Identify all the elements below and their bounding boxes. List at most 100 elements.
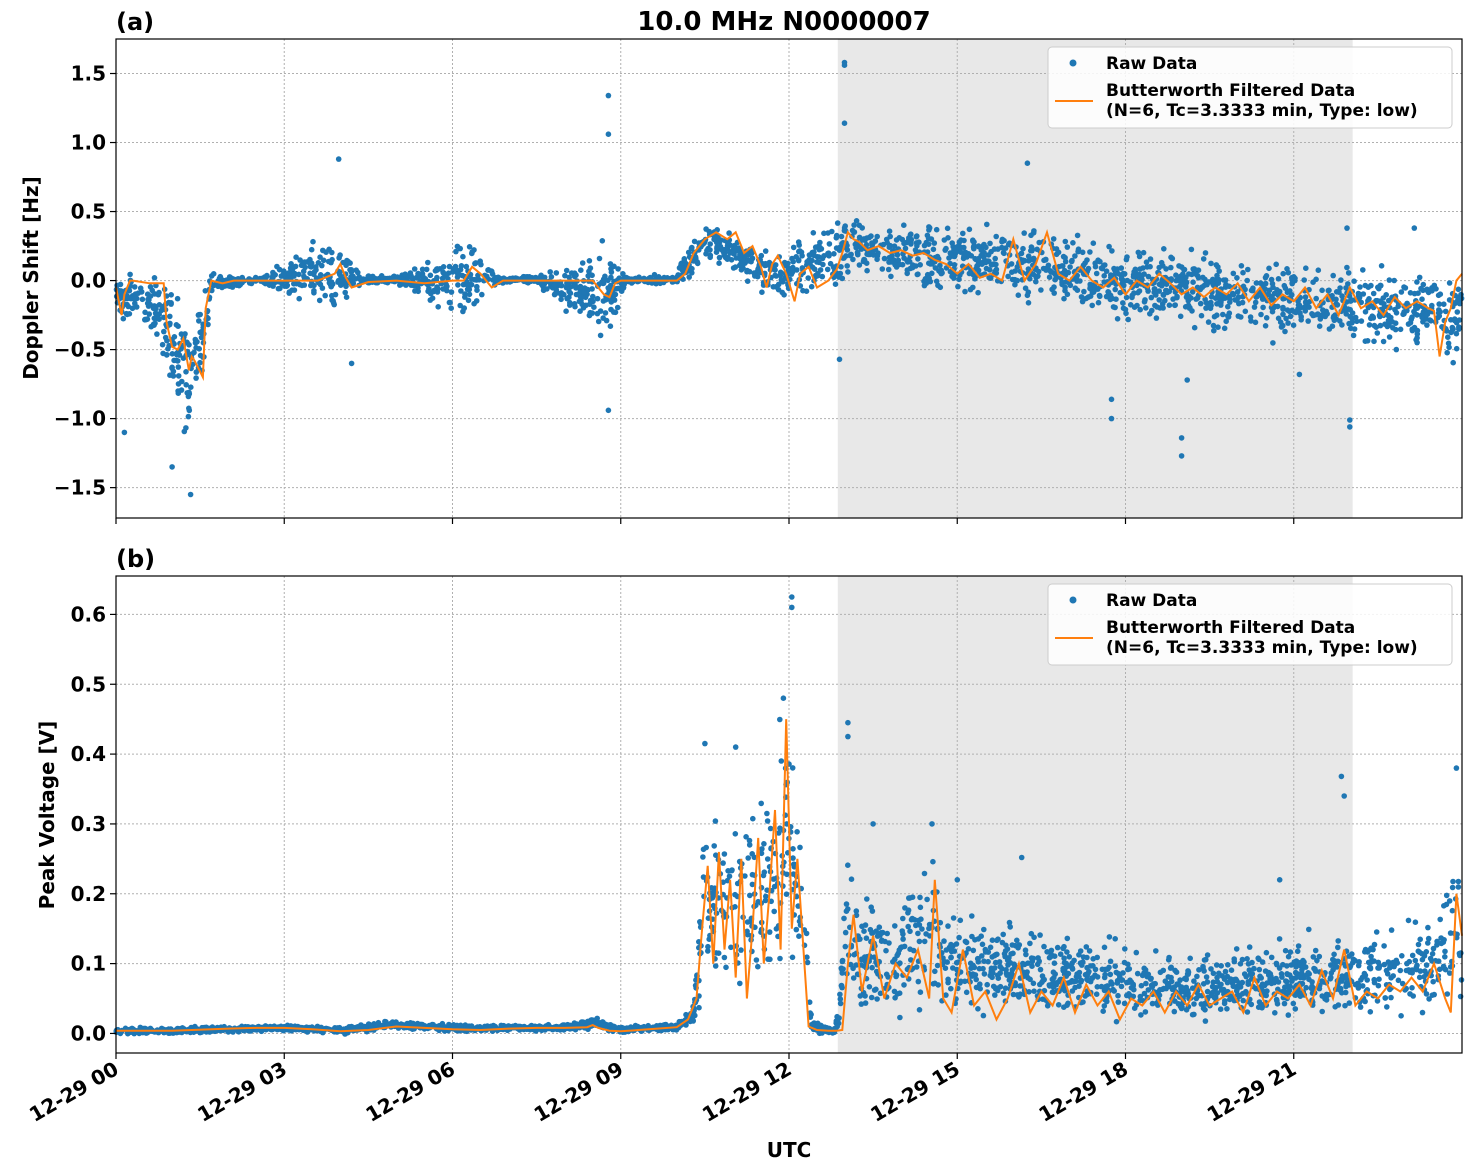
raw-data-point	[236, 280, 242, 287]
raw-data-point	[1070, 240, 1076, 246]
raw-data-point	[353, 267, 360, 274]
raw-data-point	[1329, 323, 1336, 330]
raw-data-point	[1202, 1018, 1209, 1024]
raw-data-point	[705, 943, 711, 950]
raw-data-point	[995, 246, 1001, 252]
raw-data-point	[1451, 317, 1458, 324]
raw-data-point	[466, 291, 473, 298]
raw-data-point	[1036, 239, 1042, 246]
raw-data-point	[1208, 299, 1214, 306]
raw-data-point	[1130, 274, 1137, 280]
raw-data-outlier	[1108, 396, 1115, 403]
raw-data-point	[798, 249, 805, 255]
raw-data-point	[597, 308, 604, 314]
raw-data-point	[463, 263, 470, 270]
raw-data-point	[956, 239, 963, 245]
raw-data-point	[689, 244, 695, 251]
raw-data-point	[1022, 285, 1029, 292]
raw-data-point	[901, 222, 907, 228]
raw-data-point	[1373, 929, 1380, 935]
raw-data-point	[1303, 265, 1309, 272]
raw-data-point	[1347, 306, 1353, 313]
raw-data-point	[440, 264, 447, 270]
raw-data-point	[841, 915, 847, 922]
raw-data-point	[1191, 1001, 1197, 1007]
raw-data-point	[1140, 249, 1147, 256]
raw-data-point	[948, 948, 955, 955]
raw-data-point	[1292, 960, 1298, 967]
raw-data-point	[1283, 315, 1289, 322]
raw-data-point	[1135, 272, 1142, 279]
raw-data-point	[1412, 919, 1419, 925]
raw-data-point	[1280, 304, 1286, 311]
raw-data-point	[746, 842, 753, 848]
raw-data-point	[1038, 287, 1044, 293]
raw-data-point	[1225, 303, 1231, 310]
raw-data-point	[1197, 300, 1204, 307]
raw-data-point	[1419, 314, 1425, 321]
raw-data-point	[1148, 294, 1155, 301]
raw-data-point	[879, 937, 885, 943]
raw-data-point	[425, 259, 431, 266]
raw-data-point	[600, 315, 606, 321]
raw-data-point	[1004, 946, 1011, 952]
raw-data-point	[596, 255, 603, 262]
raw-data-point	[179, 378, 185, 385]
raw-data-point	[762, 897, 769, 904]
raw-data-point	[1134, 302, 1140, 309]
raw-data-point	[783, 891, 790, 897]
raw-data-point	[917, 989, 924, 995]
raw-data-point	[1383, 967, 1390, 974]
raw-data-point	[1096, 292, 1103, 299]
raw-data-point	[1305, 318, 1311, 324]
raw-data-point	[930, 858, 936, 865]
raw-data-point	[873, 986, 879, 993]
raw-data-point	[585, 273, 591, 279]
raw-data-point	[571, 273, 578, 280]
raw-data-point	[1290, 1000, 1297, 1007]
raw-data-point	[186, 407, 193, 414]
raw-data-point	[809, 257, 815, 264]
raw-data-point	[1281, 1000, 1288, 1007]
raw-data-point	[1208, 966, 1214, 972]
raw-data-point	[610, 295, 616, 301]
raw-data-point	[893, 973, 899, 980]
raw-data-point	[1360, 267, 1366, 273]
raw-data-point	[1002, 985, 1009, 991]
raw-data-point	[1221, 1000, 1228, 1007]
raw-data-outlier	[605, 407, 612, 414]
raw-data-point	[793, 926, 800, 933]
raw-data-point	[837, 991, 843, 998]
raw-data-point	[726, 230, 732, 236]
raw-data-point	[1316, 323, 1323, 330]
raw-data-point	[987, 944, 994, 951]
raw-data-point	[1430, 978, 1436, 985]
legend-a-raw-label: Raw Data	[1106, 54, 1197, 74]
raw-data-point	[1248, 287, 1255, 294]
panel-a-ylabel: Doppler Shift [Hz]	[19, 176, 43, 380]
raw-data-point	[1200, 274, 1206, 281]
raw-data-point	[307, 260, 313, 267]
raw-data-point	[1143, 305, 1149, 311]
raw-data-point	[1061, 955, 1067, 961]
raw-data-point	[1392, 326, 1399, 333]
raw-data-point	[1016, 994, 1022, 1000]
raw-data-point	[944, 225, 951, 232]
raw-data-point	[1441, 301, 1447, 308]
raw-data-point	[700, 854, 706, 860]
raw-data-point	[1292, 969, 1299, 976]
raw-data-point	[821, 230, 827, 237]
raw-data-point	[343, 294, 350, 301]
raw-data-point	[790, 846, 796, 852]
raw-data-point	[851, 229, 858, 235]
raw-data-point	[955, 283, 961, 290]
raw-data-point	[196, 346, 202, 352]
raw-data-outlier	[1347, 417, 1353, 423]
raw-data-point	[1242, 308, 1249, 315]
raw-data-point	[796, 933, 802, 939]
raw-data-point	[425, 288, 431, 295]
raw-data-point	[1205, 319, 1212, 325]
raw-data-point	[1105, 289, 1112, 296]
raw-data-outlier	[1108, 415, 1115, 422]
